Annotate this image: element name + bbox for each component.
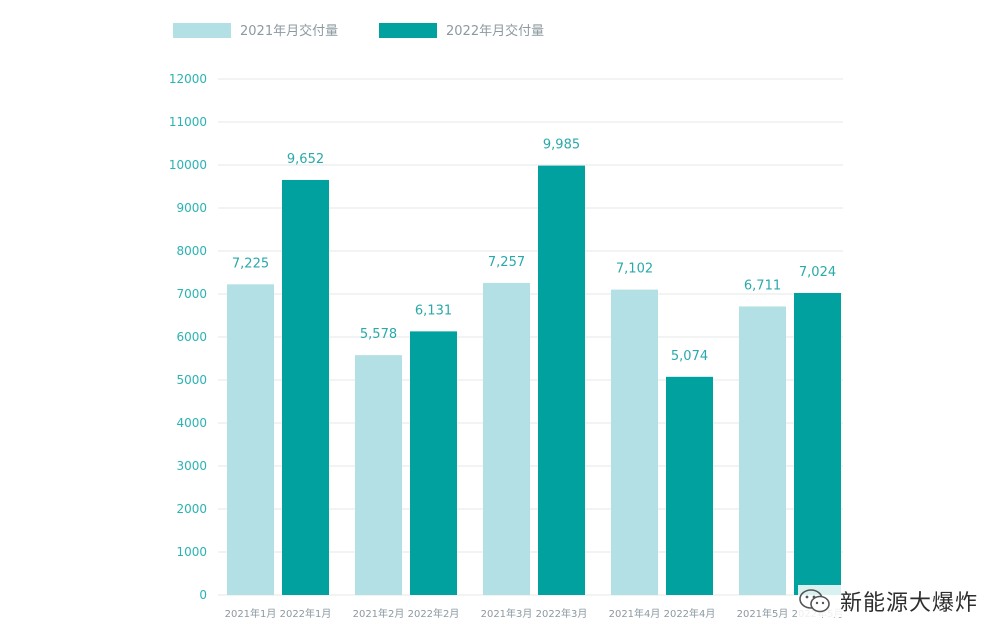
legend: 2021年月交付量 2022年月交付量 [173, 23, 544, 39]
x-tick-label: 2021年4月 [609, 607, 661, 620]
x-tick-label: 2022年4月 [664, 607, 716, 620]
bar [410, 331, 457, 595]
data-label: 7,257 [488, 255, 525, 270]
bar [538, 165, 585, 595]
x-tick-label: 2021年2月 [353, 607, 405, 620]
data-label: 5,074 [671, 349, 708, 364]
data-label: 7,225 [232, 256, 269, 271]
y-tick-label: 4000 [176, 416, 207, 430]
x-tick-label: 2021年5月 [737, 607, 789, 620]
data-label: 7,102 [616, 262, 653, 277]
bar [483, 282, 530, 595]
legend-label-2: 2022年月交付量 [446, 23, 544, 39]
watermark: 新能源大爆炸 [797, 585, 978, 617]
data-label: 9,985 [543, 138, 580, 153]
y-tick-label: 2000 [176, 502, 207, 516]
bar [611, 289, 658, 595]
x-tick-label: 2022年2月 [408, 607, 460, 620]
y-tick-label: 0 [199, 588, 207, 602]
y-tick-label: 9000 [176, 201, 207, 215]
x-tick-label: 2021年1月 [225, 607, 277, 620]
bar [227, 284, 274, 595]
bar [666, 376, 713, 595]
y-tick-label: 11000 [169, 115, 207, 129]
watermark-text: 新能源大爆炸 [839, 591, 978, 616]
data-label: 7,024 [799, 265, 836, 280]
wechat-icon [799, 589, 830, 613]
bars [227, 165, 841, 596]
x-axis: 2021年1月 2022年1月 2021年2月 2022年2月 2021年3月 2022年… [225, 607, 844, 620]
legend-swatch-2 [379, 23, 437, 38]
data-label: 6,131 [415, 303, 452, 318]
y-tick-label: 12000 [169, 72, 207, 86]
y-tick-label: 1000 [176, 545, 207, 559]
data-label: 9,652 [287, 152, 324, 167]
data-label: 5,578 [360, 327, 397, 342]
data-label: 6,711 [744, 278, 781, 293]
y-tick-label: 3000 [176, 459, 207, 473]
y-tick-label: 5000 [176, 373, 207, 387]
y-tick-label: 10000 [169, 158, 207, 172]
y-axis: 0 1000 2000 3000 4000 5000 6000 7000 8000 9000 100… [169, 72, 207, 602]
x-tick-label: 2022年3月 [536, 607, 588, 620]
bar [794, 292, 841, 595]
y-tick-label: 8000 [176, 244, 207, 258]
x-tick-label: 2022年1月 [280, 607, 332, 620]
y-tick-label: 7000 [176, 287, 207, 301]
bar [739, 306, 786, 595]
legend-swatch-1 [173, 23, 231, 38]
bar [282, 179, 329, 596]
legend-label-1: 2021年月交付量 [240, 23, 338, 39]
x-tick-label: 2021年3月 [481, 607, 533, 620]
y-tick-label: 6000 [176, 330, 207, 344]
data-labels: 7,225 9,652 5,578 6,131 7,257 9,985 7,102 5,074… [232, 138, 836, 364]
bar [355, 355, 402, 595]
